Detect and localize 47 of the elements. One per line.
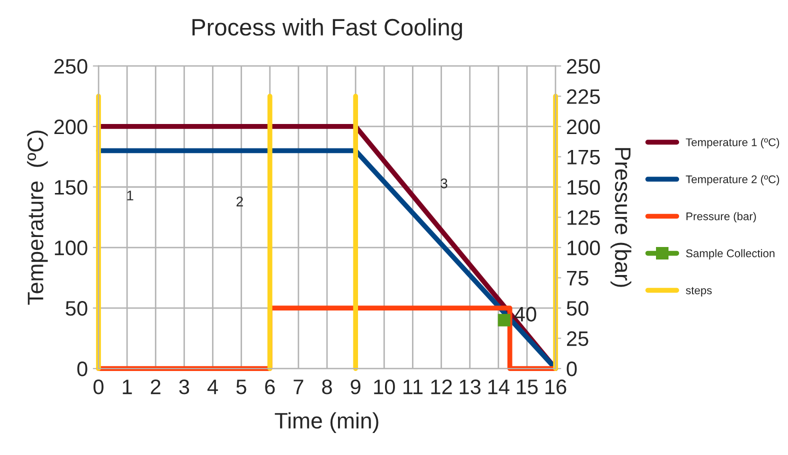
y-axis-title: Temperature (ºC) xyxy=(27,130,48,305)
y2-tick-label: 100 xyxy=(568,240,600,256)
y-tick-label: 200 xyxy=(54,119,88,134)
x-tick-label: 16 xyxy=(546,380,566,394)
annotation: 1 xyxy=(127,190,134,200)
annotation: 3 xyxy=(440,178,448,188)
y2-tick-label: 25 xyxy=(567,331,588,346)
x-tick-label: 11 xyxy=(403,380,423,394)
x-tick-label: 1 xyxy=(122,380,132,394)
y-tick-label: 100 xyxy=(54,240,88,256)
legend-label: Pressure (bar) xyxy=(686,212,756,222)
x-tick-label: 14 xyxy=(488,380,510,394)
x-tick-label: 0 xyxy=(94,380,104,394)
y2-tick-label: 225 xyxy=(567,89,600,104)
x-tick-label: 8 xyxy=(322,380,332,394)
x-axis-title: Time (min) xyxy=(274,412,378,433)
legend-label: Temperature 1 (ºC) xyxy=(686,138,780,148)
x-tick-label: 3 xyxy=(179,380,190,394)
x-tick-label: 12 xyxy=(431,380,452,394)
y2-tick-label: 125 xyxy=(568,210,600,226)
y2-tick-label: 0 xyxy=(566,362,577,376)
x-tick-label: 15 xyxy=(516,380,538,394)
y2-tick-label: 150 xyxy=(568,180,600,195)
chart-title: Process with Fast Cooling xyxy=(192,18,462,40)
legend-label: steps xyxy=(686,287,712,296)
x-tick-label: 4 xyxy=(207,380,218,394)
legend-label: Sample Collection xyxy=(686,249,774,260)
y-tick-label: 0 xyxy=(77,362,88,376)
x-tick-label: 2 xyxy=(150,380,160,394)
x-tick-label: 5 xyxy=(236,380,246,394)
y2-tick-label: 200 xyxy=(567,119,600,134)
x-tick-label: 7 xyxy=(294,380,304,394)
y2-tick-label: 250 xyxy=(567,58,600,74)
y2-tick-label: 50 xyxy=(566,301,588,316)
data-label: 40 xyxy=(514,306,536,322)
x-tick-label: 6 xyxy=(265,380,275,394)
annotation: 2 xyxy=(236,196,243,206)
x-tick-label: 13 xyxy=(460,380,481,394)
x-tick-label: 10 xyxy=(374,380,395,394)
y2-tick-label: 75 xyxy=(567,270,588,286)
y2-tick-label: 175 xyxy=(568,150,600,164)
y-tick-label: 250 xyxy=(54,58,88,74)
x-tick-label: 9 xyxy=(350,380,360,394)
y-tick-label: 50 xyxy=(66,301,88,316)
legend-label: Temperature 2 (ºC) xyxy=(686,175,780,186)
y2-axis-title: Pressure (bar) xyxy=(610,148,632,287)
y-tick-label: 150 xyxy=(54,180,88,195)
